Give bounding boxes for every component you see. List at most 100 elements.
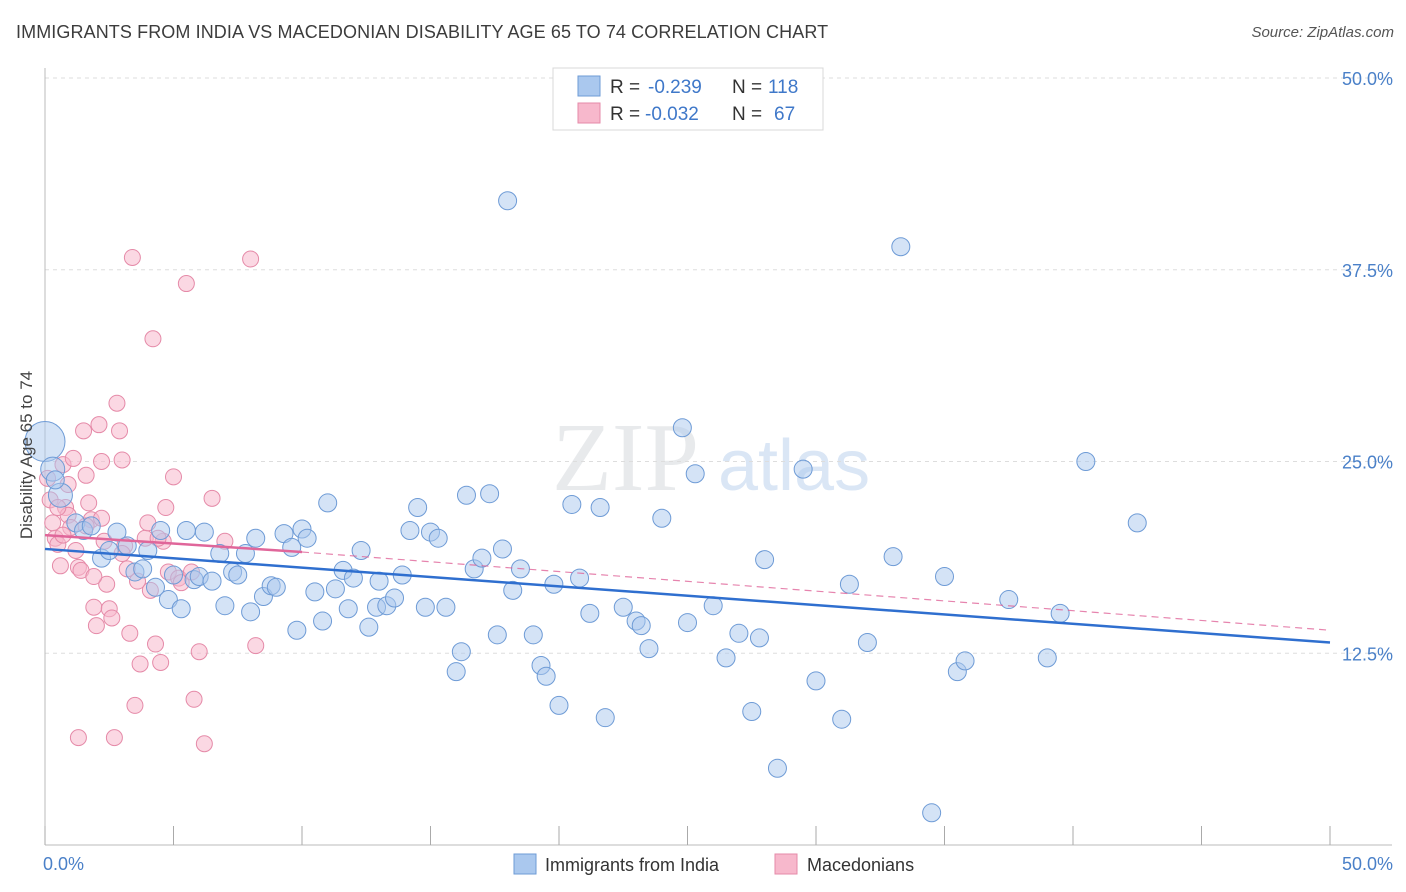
macedonians-point xyxy=(177,275,195,293)
india-point xyxy=(313,611,333,631)
bottom-legend-label-macedonians: Macedonians xyxy=(807,855,914,875)
india-point xyxy=(472,548,492,568)
macedonians-point xyxy=(123,248,141,266)
watermark-zip: ZIP xyxy=(552,404,699,512)
india-point xyxy=(832,709,852,729)
india-point xyxy=(151,521,171,541)
india-point xyxy=(146,577,166,597)
macedonians-point xyxy=(108,394,126,412)
india-point xyxy=(580,603,600,623)
india-point xyxy=(81,516,101,536)
india-point xyxy=(549,695,569,715)
india-point xyxy=(590,498,610,518)
x-tick-label: 50.0% xyxy=(1342,854,1393,874)
stats-legend: R = -0.239 N = 118 R = -0.032 N = 67 xyxy=(552,67,824,131)
macedonians-point xyxy=(51,557,69,575)
macedonians-point xyxy=(105,729,123,747)
macedonians-point xyxy=(242,250,260,268)
watermark-atlas: atlas xyxy=(718,426,870,506)
india-point xyxy=(883,547,903,567)
macedonians-point xyxy=(247,637,265,655)
legend-r-value-2: -0.032 xyxy=(645,104,699,125)
macedonians-point xyxy=(85,568,103,586)
india-point xyxy=(99,540,119,560)
india-point xyxy=(297,528,317,548)
y-tick-label: 50.0% xyxy=(1342,69,1393,89)
india-point xyxy=(749,628,769,648)
india-point xyxy=(498,191,518,211)
india-point xyxy=(451,642,471,662)
india-point xyxy=(456,485,476,505)
y-tick-label: 25.0% xyxy=(1342,453,1393,473)
india-point xyxy=(652,508,672,528)
legend-n-label-2: N = xyxy=(732,104,762,125)
india-point xyxy=(305,582,325,602)
bottom-legend-label-india: Immigrants from India xyxy=(545,855,720,875)
india-point xyxy=(266,577,286,597)
india-point xyxy=(613,597,633,617)
source-label: Source: ZipAtlas.com xyxy=(1251,24,1394,41)
india-point xyxy=(891,237,911,257)
macedonians-point xyxy=(111,422,129,440)
legend-n-label-1: N = xyxy=(732,77,762,98)
india-point xyxy=(672,418,692,438)
macedonians-trend-line xyxy=(44,533,303,554)
legend-r-label-2: R = xyxy=(610,104,640,125)
india-point xyxy=(228,565,248,585)
india-point xyxy=(544,574,564,594)
india-point xyxy=(839,574,859,594)
macedonians-point xyxy=(90,416,108,434)
macedonians-point xyxy=(93,453,111,470)
india-point xyxy=(631,616,651,636)
india-point xyxy=(158,590,178,610)
india-point xyxy=(857,633,877,653)
macedonians-point xyxy=(121,624,139,642)
india-point xyxy=(318,493,338,513)
gridlines xyxy=(45,77,1392,654)
india-point xyxy=(194,522,214,542)
macedonians-point xyxy=(126,696,144,714)
india-point xyxy=(536,666,556,686)
india-point xyxy=(215,596,235,616)
macedonians-point xyxy=(147,635,165,653)
india-point xyxy=(570,568,590,588)
india-point xyxy=(639,639,659,659)
india-point xyxy=(446,662,466,682)
india-point xyxy=(703,596,723,616)
india-point xyxy=(282,537,302,557)
legend-r-value-1: -0.239 xyxy=(648,77,702,98)
macedonians-point xyxy=(64,449,82,467)
india-point xyxy=(480,484,500,504)
macedonians-point xyxy=(113,451,131,469)
macedonians-point xyxy=(69,729,87,747)
india-point xyxy=(503,580,523,600)
tick-labels: 12.5% 25.0% 37.5% 50.0% 0.0% 50.0% xyxy=(43,69,1393,874)
india-point xyxy=(767,758,787,778)
india-point xyxy=(999,590,1019,610)
macedonians-point xyxy=(131,655,149,673)
india-point xyxy=(171,599,191,619)
macedonians-point xyxy=(203,489,221,507)
macedonians-point xyxy=(157,499,175,517)
legend-r-label-1: R = xyxy=(610,77,640,98)
legend-n-value-1: 118 xyxy=(768,77,798,98)
india-point xyxy=(523,625,543,645)
india-point xyxy=(385,588,405,608)
india-trend-line xyxy=(44,547,1331,644)
india-point xyxy=(806,671,826,691)
legend-n-value-2: 67 xyxy=(774,104,795,125)
macedonians-point xyxy=(165,468,182,486)
series-legend: Immigrants from India Macedonians xyxy=(513,853,914,875)
watermark: ZIP atlas xyxy=(552,404,870,512)
bottom-legend-swatch-india xyxy=(513,853,537,875)
x-tick-label: 0.0% xyxy=(43,854,84,874)
india-point xyxy=(400,521,420,541)
india-point xyxy=(742,702,762,722)
india-point xyxy=(1037,648,1057,668)
india-points xyxy=(24,191,1147,823)
india-point xyxy=(428,528,448,548)
india-point xyxy=(325,579,345,599)
macedonians-point xyxy=(190,643,208,661)
bottom-legend-swatch-macedonians xyxy=(774,853,798,875)
